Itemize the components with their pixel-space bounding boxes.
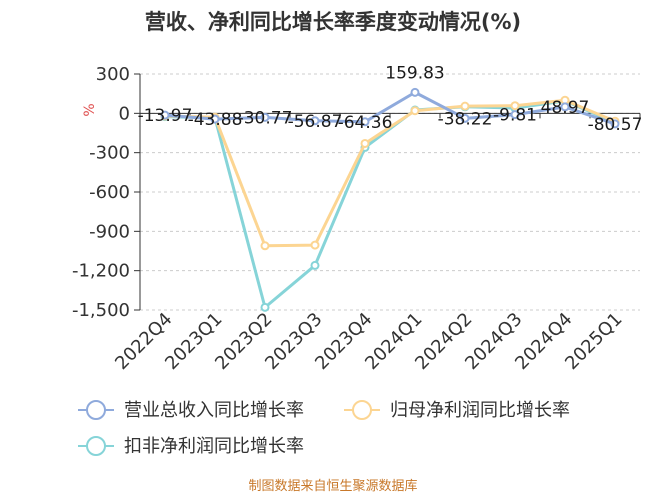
data-point (210, 114, 220, 124)
y-axis: 300 0 -300 -600 -900 -1,200 -1,500 (72, 64, 640, 321)
y-tick-label: -1,200 (72, 261, 130, 282)
data-point (360, 117, 370, 127)
legend-marker (352, 400, 372, 420)
legend-item: 扣非净利润同比增长率 (78, 436, 304, 457)
data-point (160, 110, 170, 120)
data-point (510, 110, 520, 120)
y-tick-label: -900 (89, 221, 130, 242)
data-point (360, 138, 370, 148)
data-point (260, 302, 270, 312)
y-axis-unit: % (82, 103, 98, 116)
legend-label: 扣非净利润同比增长率 (124, 436, 304, 457)
legend-item: 营业总收入同比增长率 (78, 400, 304, 421)
data-label: 159.83 (385, 63, 444, 83)
plot-area (160, 87, 620, 312)
data-point (610, 119, 620, 129)
series-line (164, 98, 616, 248)
legend-label: 归母净利润同比增长率 (390, 400, 570, 421)
data-label: -38.22 (438, 109, 493, 129)
data-point (510, 101, 520, 111)
series-line (164, 90, 616, 126)
data-point (260, 112, 270, 122)
chart-title: 营收、净利同比增长率季度变动情况(%) (145, 10, 521, 34)
legend-label: 营业总收入同比增长率 (124, 400, 304, 421)
y-tick-label: -1,500 (72, 300, 130, 321)
data-labels: -13.97-43.88-30.77-56.87-64.36 159.83 -38.… (138, 63, 643, 135)
data-label: -30.77 (238, 108, 293, 128)
data-point (560, 102, 570, 112)
legend-marker (86, 400, 106, 420)
legend-marker (86, 436, 106, 456)
data-point (310, 116, 320, 126)
data-point (460, 113, 470, 123)
data-label: -13.97 (138, 106, 193, 126)
data-label: -64.36 (338, 113, 393, 133)
data-label: -80.57 (588, 115, 643, 135)
data-label: -56.87 (288, 112, 343, 132)
data-label: -9.81 (493, 106, 537, 126)
data-point (410, 106, 420, 116)
y-tick-label: 300 (96, 64, 130, 85)
source-note: 制图数据来自恒生聚源数据库 (248, 478, 417, 494)
data-point (410, 87, 420, 97)
data-point (310, 240, 320, 250)
data-point (310, 260, 320, 270)
y-tick-label: 0 (119, 103, 130, 124)
legend-item: 归母净利润同比增长率 (344, 400, 570, 421)
data-point (260, 241, 270, 251)
data-label: 48.97 (541, 98, 590, 118)
y-tick-label: -600 (89, 182, 130, 203)
y-tick-label: -300 (89, 143, 130, 164)
data-point (460, 101, 470, 111)
data-label: -43.88 (188, 110, 243, 130)
